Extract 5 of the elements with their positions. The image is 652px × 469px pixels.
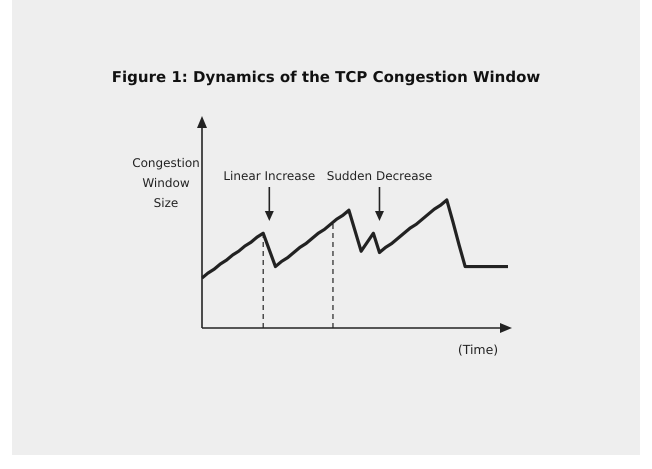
x-axis-title: (Time)	[458, 342, 498, 357]
chart-title: Figure 1: Dynamics of the TCP Congestion Window	[112, 68, 540, 86]
text: Linear Increase	[223, 169, 316, 183]
y-axis-title: Congestion Window Size	[132, 156, 200, 210]
text: Sudden Decrease	[326, 169, 432, 183]
